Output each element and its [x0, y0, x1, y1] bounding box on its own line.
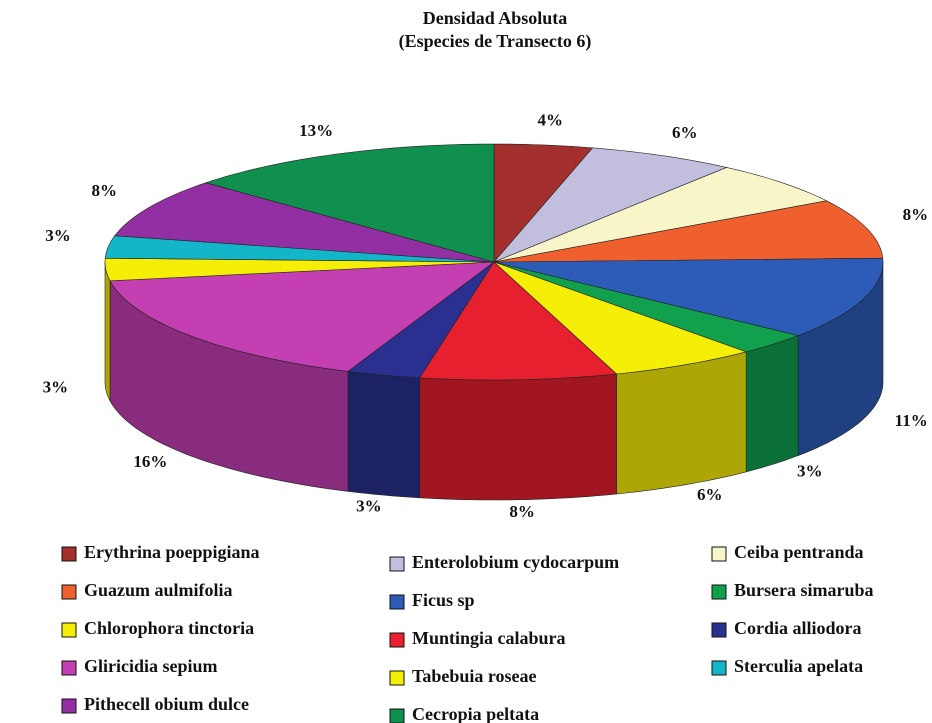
legend-label: Sterculia apelata: [734, 656, 863, 676]
data-label: 3%: [43, 377, 69, 396]
slice: [493, 167, 828, 263]
legend-swatch: [61, 698, 77, 714]
legend-swatch: [61, 622, 77, 638]
legend-label: Enterolobium cydocarpum: [412, 552, 619, 572]
legend: Erythrina poeppigiana Enterolobium cydoca…: [61, 542, 874, 723]
slice: [493, 261, 800, 353]
legend-swatch: [389, 670, 405, 686]
legend-swatch: [61, 660, 77, 676]
pie: 4% 6% 8% 11% 3% 6% 8% 3% 16% 3% 3% 8% 13%: [43, 111, 929, 521]
legend-swatch: [61, 546, 77, 562]
data-label: 3%: [356, 497, 382, 516]
slice: [204, 143, 495, 263]
slice-side: [419, 373, 617, 501]
legend-swatch: [389, 632, 405, 648]
slice-side: [104, 261, 111, 401]
slice: [493, 143, 594, 263]
chart-subtitle: (Especies de Transecto 6): [399, 31, 592, 52]
slice: [347, 261, 495, 379]
legend-label: Ficus sp: [412, 590, 475, 610]
legend-label: Chlorophora tinctoria: [84, 618, 254, 638]
legend-swatch: [61, 584, 77, 600]
legend-swatch: [389, 708, 405, 723]
slice: [419, 261, 618, 381]
data-label: 8%: [903, 205, 929, 224]
legend-swatch: [711, 546, 727, 562]
data-label: 11%: [895, 411, 928, 430]
legend-label: Cordia alliodora: [734, 618, 862, 638]
legend-swatch: [711, 660, 727, 676]
data-label: 3%: [45, 226, 71, 245]
legend-swatch: [711, 622, 727, 638]
legend-swatch: [389, 556, 405, 572]
slice: [493, 200, 884, 263]
data-label: 8%: [92, 181, 118, 200]
slice-side: [347, 371, 420, 499]
slice: [109, 261, 495, 372]
slice-side: [616, 351, 747, 495]
legend-label: Tabebuia roseae: [412, 666, 537, 686]
slice-side: [745, 335, 799, 473]
data-label: 3%: [797, 462, 823, 481]
slice: [493, 261, 748, 375]
legend-label: Erythrina poeppigiana: [84, 542, 260, 562]
data-label: 6%: [672, 123, 698, 142]
legend-label: Gliricidia sepium: [84, 656, 218, 676]
data-label: 8%: [509, 502, 535, 521]
legend-swatch: [389, 594, 405, 610]
chart-title: Densidad Absoluta: [423, 8, 568, 28]
legend-label: Pithecell obium dulce: [84, 694, 249, 714]
legend-label: Guazum aulmifolia: [84, 580, 233, 600]
legend-label: Bursera simaruba: [734, 580, 874, 600]
data-label: 4%: [537, 111, 563, 130]
slice: [493, 257, 884, 336]
data-label: 6%: [697, 485, 723, 504]
legend-swatch: [711, 584, 727, 600]
legend-label: Ceiba pentranda: [734, 542, 864, 562]
legend-label: Cecropia peltata: [412, 704, 539, 723]
slice: [114, 182, 495, 263]
legend-label: Muntingia calabura: [412, 628, 566, 648]
slice: [493, 147, 728, 263]
data-label: 13%: [299, 121, 333, 140]
slice: [104, 257, 495, 282]
data-label: 16%: [133, 452, 167, 471]
